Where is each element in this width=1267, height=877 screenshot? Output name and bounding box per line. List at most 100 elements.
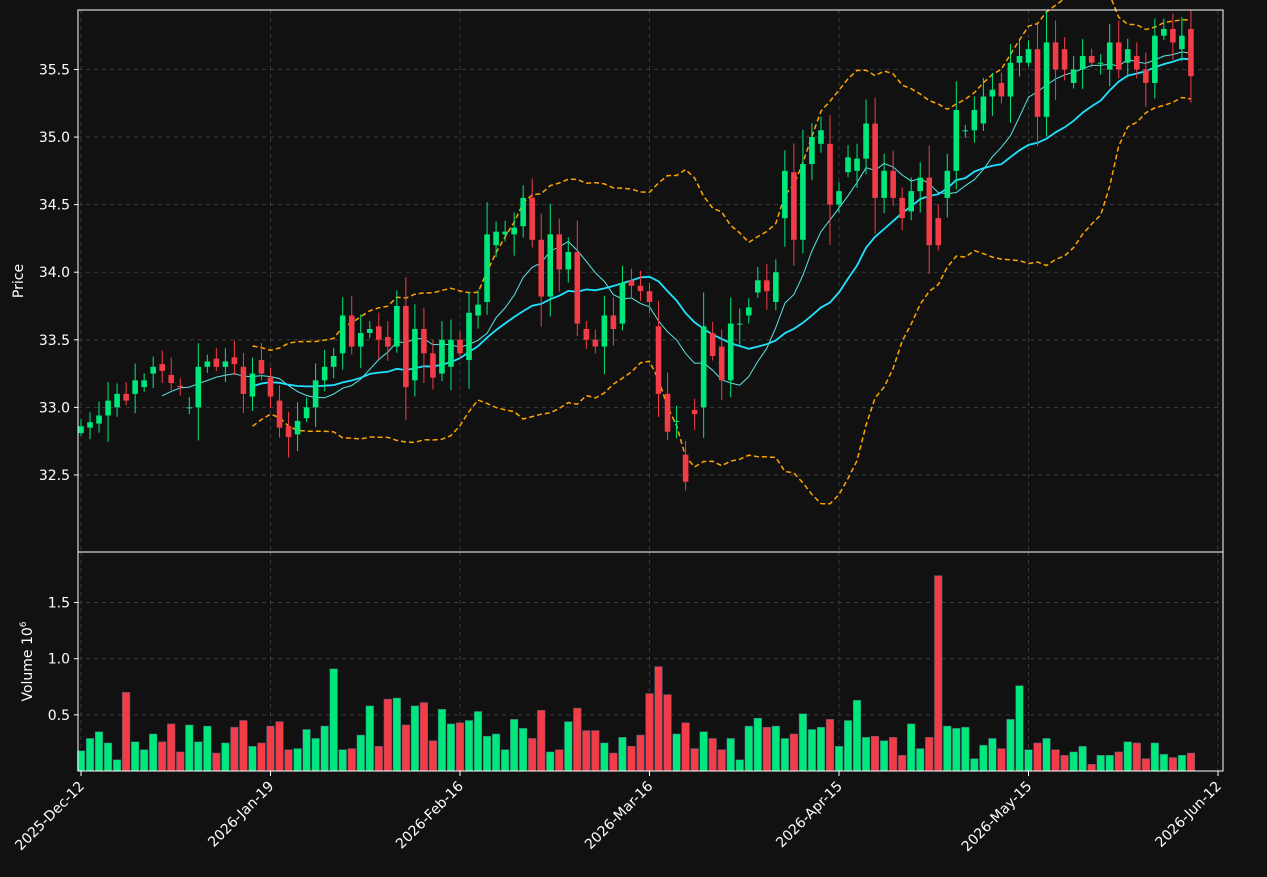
volume-bar bbox=[825, 719, 835, 772]
candle-body bbox=[258, 360, 265, 374]
volume-ytick-label: 0.5 bbox=[48, 708, 70, 724]
volume-bar bbox=[221, 742, 230, 772]
candle-body bbox=[1170, 28, 1176, 43]
candle-body bbox=[1061, 49, 1068, 70]
candle-body bbox=[330, 356, 337, 367]
volume-bar bbox=[1168, 757, 1177, 772]
candle-body bbox=[412, 328, 418, 381]
candle-body bbox=[529, 197, 535, 240]
volume-bar bbox=[203, 725, 212, 772]
volume-bar bbox=[934, 575, 943, 772]
volume-bar bbox=[726, 738, 735, 772]
volume-bar bbox=[519, 728, 528, 772]
candle-body bbox=[132, 380, 138, 394]
candle-body bbox=[818, 130, 824, 144]
volume-bar bbox=[807, 729, 817, 772]
volume-bar bbox=[699, 731, 708, 772]
candle-body bbox=[538, 239, 545, 297]
volume-bar bbox=[789, 733, 798, 772]
candle-body bbox=[385, 337, 391, 347]
price-ytick-label: 34.0 bbox=[39, 265, 70, 281]
volume-bar bbox=[708, 738, 717, 772]
sma-fast-line bbox=[161, 51, 1191, 399]
candle-body bbox=[1188, 28, 1194, 77]
candle-body bbox=[547, 234, 554, 297]
volume-bar bbox=[925, 737, 934, 772]
volume-bar bbox=[501, 749, 510, 772]
candle-body bbox=[484, 234, 490, 302]
candle-body bbox=[285, 426, 292, 438]
candle-body bbox=[303, 407, 310, 419]
volume-bar bbox=[455, 722, 465, 772]
volume-bar bbox=[365, 705, 374, 772]
volume-bar bbox=[482, 735, 492, 772]
candle-body bbox=[646, 291, 653, 302]
volume-bar bbox=[1024, 749, 1033, 772]
candle-body bbox=[222, 361, 229, 367]
candle-body bbox=[240, 366, 247, 394]
panel-frames bbox=[77, 9, 1224, 772]
candle-body bbox=[691, 410, 698, 415]
grid-lines bbox=[78, 10, 1223, 771]
candle-body bbox=[87, 422, 93, 428]
candle-body bbox=[727, 323, 734, 381]
candle-body bbox=[782, 170, 788, 219]
volume-bar bbox=[1186, 752, 1196, 772]
volume-bar bbox=[131, 741, 140, 772]
candle-body bbox=[854, 158, 860, 171]
candle-body bbox=[141, 380, 147, 388]
candle-body bbox=[736, 323, 743, 325]
volume-bar bbox=[690, 748, 699, 772]
volume-bar bbox=[284, 749, 293, 772]
volume-bar bbox=[464, 720, 474, 772]
volume-bar bbox=[645, 693, 654, 772]
candle-body bbox=[1034, 49, 1041, 117]
volume-bar bbox=[1087, 764, 1096, 772]
volume-bar bbox=[663, 694, 672, 772]
volume-bar bbox=[609, 752, 618, 772]
candle-body bbox=[502, 231, 508, 235]
candle-body bbox=[998, 82, 1005, 97]
candle-body bbox=[655, 326, 662, 394]
candle-body bbox=[673, 420, 680, 422]
volume-bar bbox=[961, 726, 970, 772]
price-ytick-label: 33.5 bbox=[39, 333, 70, 349]
volume-bar bbox=[1033, 742, 1042, 772]
volume-bar bbox=[1006, 719, 1015, 772]
candle-body bbox=[809, 137, 815, 165]
candle-body bbox=[457, 339, 463, 354]
candle-body bbox=[908, 191, 914, 212]
xtick-label: 2026-Jun-12 bbox=[1153, 779, 1225, 851]
volume-bar bbox=[780, 738, 789, 772]
candle-body bbox=[1106, 42, 1113, 70]
candle-body bbox=[881, 170, 887, 198]
volume-bar bbox=[176, 751, 185, 772]
volume-ytick-label: 1.0 bbox=[48, 652, 70, 668]
candle-body bbox=[610, 315, 617, 329]
candle-body bbox=[439, 339, 445, 374]
candle-body bbox=[791, 172, 797, 240]
volume-bar bbox=[446, 723, 456, 772]
volume-bar bbox=[564, 721, 573, 772]
candle-body bbox=[709, 333, 716, 357]
candle-body bbox=[1152, 35, 1158, 83]
candle-body bbox=[845, 157, 851, 173]
volume-bar bbox=[943, 725, 952, 772]
volume-bar bbox=[717, 749, 726, 772]
volume-bar bbox=[239, 720, 248, 772]
volume-bar bbox=[916, 748, 925, 772]
candle-body bbox=[953, 110, 960, 171]
volume-bar bbox=[573, 707, 582, 772]
volume-bar bbox=[753, 717, 762, 772]
candle-body bbox=[186, 407, 193, 409]
candle-body bbox=[348, 315, 355, 347]
candle-body bbox=[294, 420, 301, 435]
candle-body bbox=[1143, 69, 1149, 83]
candle-body bbox=[682, 454, 689, 482]
volume-bar bbox=[437, 708, 447, 772]
volume-bar bbox=[510, 719, 519, 772]
volume-bar bbox=[1132, 742, 1141, 772]
candle-body bbox=[917, 177, 924, 192]
candle-body bbox=[366, 328, 373, 334]
